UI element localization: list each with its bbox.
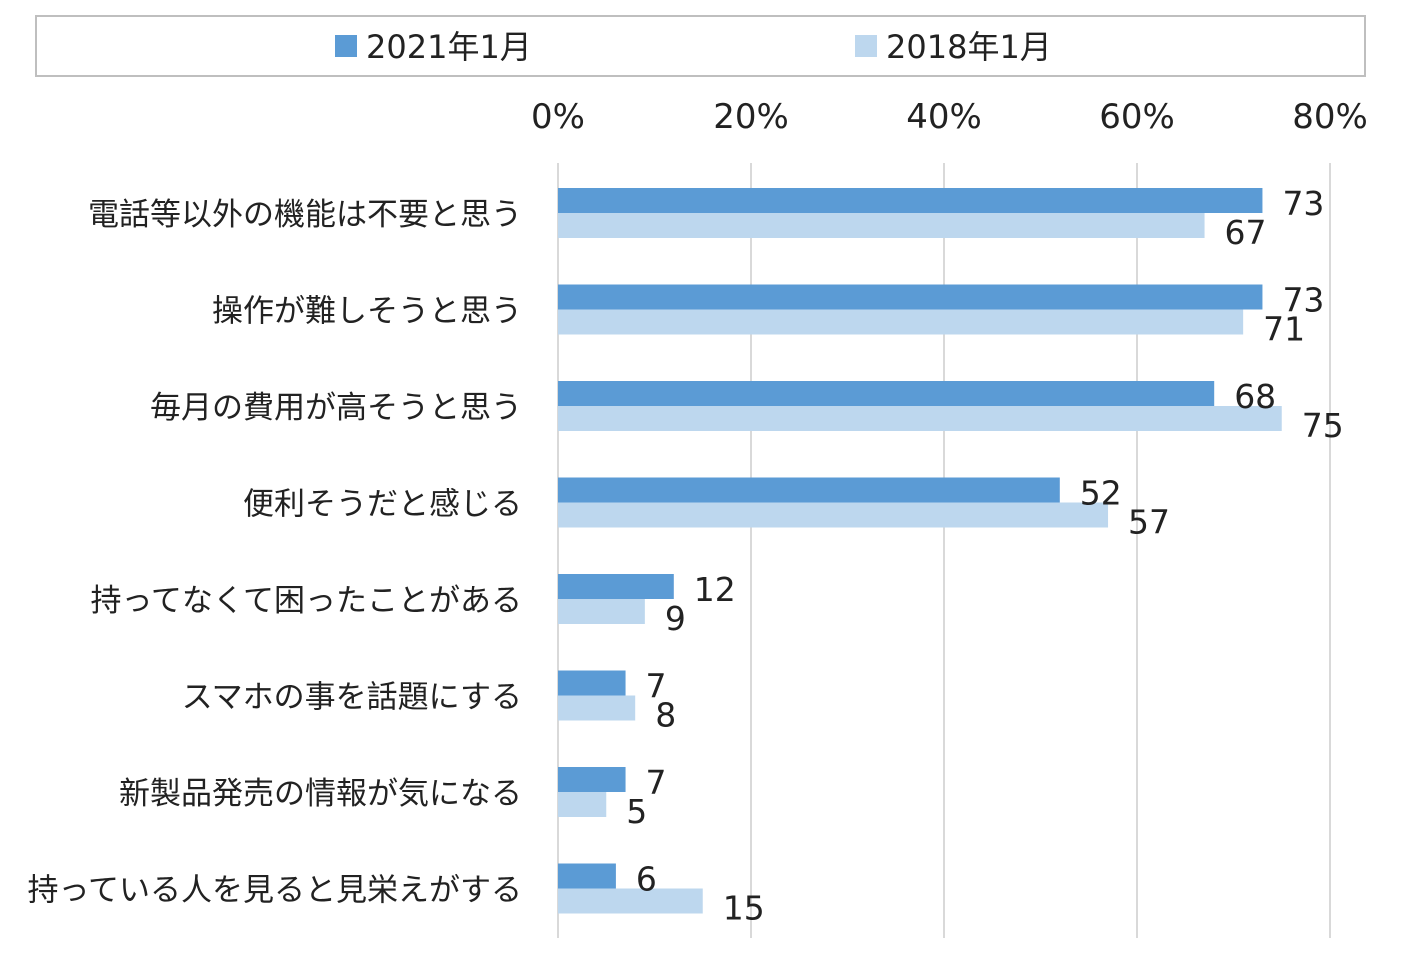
bar bbox=[558, 695, 636, 721]
bar bbox=[558, 863, 616, 889]
bar bbox=[558, 477, 1060, 503]
bar bbox=[558, 188, 1263, 213]
data-label: 68 bbox=[1234, 377, 1276, 416]
bar bbox=[558, 792, 607, 817]
data-label: 5 bbox=[626, 792, 647, 831]
data-label: 6 bbox=[636, 860, 657, 899]
x-tick-label: 60% bbox=[1099, 97, 1175, 137]
data-label: 9 bbox=[665, 599, 686, 638]
legend-swatch-2021 bbox=[335, 35, 357, 57]
category-label: 毎月の費用が高そうと思う bbox=[150, 390, 522, 426]
bar bbox=[558, 599, 645, 624]
data-label: 7 bbox=[646, 763, 667, 802]
legend: 2021年1月 2018年1月 bbox=[335, 28, 1052, 66]
x-axis-tick-labels: 0% 20% 40% 60% 80% bbox=[531, 97, 1368, 137]
bar bbox=[558, 574, 674, 599]
category-labels: 電話等以外の機能は不要と思う操作が難しそうと思う毎月の費用が高そうと思う便利そう… bbox=[28, 197, 522, 909]
category-label: 持ってなくて困ったことがある bbox=[90, 583, 522, 619]
bar bbox=[558, 284, 1263, 310]
category-label: 電話等以外の機能は不要と思う bbox=[88, 197, 522, 233]
x-tick-label: 40% bbox=[906, 97, 982, 137]
data-label: 7 bbox=[646, 667, 667, 706]
data-label: 8 bbox=[655, 696, 676, 735]
legend-label-2018: 2018年1月 bbox=[886, 28, 1052, 66]
data-label: 15 bbox=[723, 889, 765, 928]
data-label: 67 bbox=[1225, 213, 1267, 252]
legend-swatch-2018 bbox=[855, 35, 877, 57]
category-label: 新製品発売の情報が気になる bbox=[119, 776, 522, 812]
data-label: 71 bbox=[1263, 310, 1305, 349]
data-label: 75 bbox=[1302, 406, 1344, 445]
bar bbox=[558, 406, 1282, 431]
bar bbox=[558, 888, 703, 914]
data-label: 52 bbox=[1080, 474, 1122, 513]
bar bbox=[558, 381, 1215, 406]
category-label: 持っている人を見ると見栄えがする bbox=[28, 873, 522, 909]
bar bbox=[558, 502, 1109, 528]
bar bbox=[558, 670, 626, 696]
category-label: 操作が難しそうと思う bbox=[212, 294, 522, 330]
bar bbox=[558, 309, 1244, 335]
bar bbox=[558, 767, 626, 792]
category-label: 便利そうだと感じる bbox=[243, 487, 522, 523]
data-label: 12 bbox=[694, 570, 736, 609]
x-tick-label: 0% bbox=[531, 97, 585, 137]
legend-box bbox=[35, 15, 1366, 77]
data-label: 57 bbox=[1128, 503, 1170, 542]
data-label: 73 bbox=[1282, 281, 1324, 320]
data-label: 73 bbox=[1282, 184, 1324, 223]
bars bbox=[558, 188, 1282, 914]
x-tick-label: 20% bbox=[713, 97, 789, 137]
x-tick-label: 80% bbox=[1292, 97, 1368, 137]
legend-label-2021: 2021年1月 bbox=[366, 28, 532, 66]
bar bbox=[558, 213, 1205, 238]
gridlines bbox=[557, 163, 1331, 938]
category-label: スマホの事を話題にする bbox=[182, 680, 522, 716]
